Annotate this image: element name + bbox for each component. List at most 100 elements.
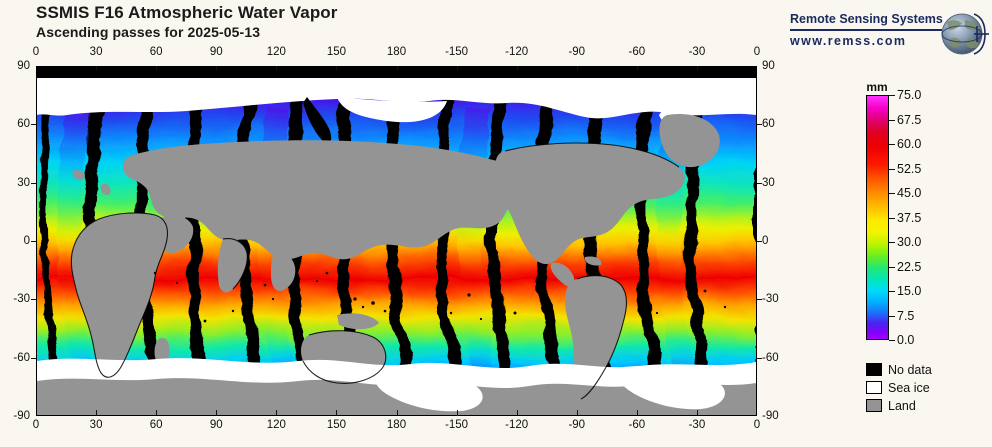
- x-axis-tick: [576, 410, 578, 416]
- x-axis-tick-label-top: 120: [266, 46, 286, 58]
- x-axis-tick: [96, 66, 98, 71]
- colorbar-tick-label: 45.0: [897, 186, 922, 200]
- colorbar-tick: [889, 168, 895, 170]
- x-axis-tick-label-bottom: -150: [445, 419, 469, 431]
- y-axis-tick-label-left: -30: [13, 293, 30, 306]
- x-axis-tick: [336, 410, 338, 416]
- island-speckles: [153, 271, 727, 323]
- y-axis-tick-label-right: -60: [762, 351, 779, 364]
- x-axis-tick: [216, 66, 218, 71]
- colorbar-tick-label: 60.0: [897, 137, 922, 151]
- x-axis-tick: [216, 410, 218, 416]
- x-axis-tick: [396, 66, 398, 71]
- colorbar-tick: [889, 242, 895, 243]
- y-axis-tick: [757, 357, 762, 359]
- y-axis-tick-label-right: 90: [762, 60, 775, 72]
- y-axis-tick-label-right: -30: [762, 293, 779, 306]
- x-axis-tick-label-bottom: 180: [386, 419, 407, 431]
- legend-swatch-sea-ice: [866, 381, 882, 394]
- x-axis-tick: [276, 66, 278, 71]
- logo-company-name: Remote Sensing Systems: [790, 12, 943, 26]
- x-axis-tick-label-top: 0: [32, 46, 40, 58]
- x-axis-tick-label-top: -120: [505, 46, 529, 58]
- x-axis-tick: [696, 66, 698, 71]
- logo-divider: [790, 29, 942, 31]
- x-axis-tick-label-top: 60: [149, 46, 163, 58]
- x-axis-tick-label-bottom: 0: [32, 419, 40, 431]
- y-axis-tick-label-right: -90: [762, 410, 779, 422]
- y-axis-tick-label-left: 0: [23, 235, 30, 247]
- x-axis-tick-label-bottom: 90: [209, 419, 223, 431]
- colorbar-tick-label: 67.5: [897, 112, 922, 127]
- title-block: SSMIS F16 Atmospheric Water Vapor Ascend…: [36, 3, 338, 41]
- water-vapor-map: [37, 67, 756, 415]
- map-legend: No data Sea ice Land: [866, 361, 932, 415]
- x-axis-tick: [156, 410, 158, 416]
- colorbar-tick-label: 75.0: [897, 88, 922, 102]
- y-axis-tick-label-right: 60: [762, 118, 775, 131]
- x-axis-tick: [636, 66, 638, 71]
- y-axis-tick: [757, 241, 762, 242]
- colorbar-tick-label: 15.0: [897, 284, 922, 298]
- y-axis-tick: [31, 182, 36, 184]
- y-axis-tick-label-left: 60: [17, 118, 30, 131]
- colorbar-tick: [889, 291, 895, 292]
- x-axis-tick-label-top: 30: [89, 46, 103, 58]
- legend-label-sea-ice: Sea ice: [888, 380, 930, 395]
- x-axis-tick: [636, 410, 638, 416]
- x-axis-tick-label-bottom: 150: [326, 419, 346, 431]
- page-subtitle: Ascending passes for 2025-05-13: [36, 24, 261, 40]
- sea-ice-antarctic: [37, 358, 756, 412]
- colorbar-tick-label: 37.5: [897, 210, 922, 225]
- x-axis-tick-label-top: -30: [688, 46, 706, 58]
- x-axis-tick: [516, 410, 518, 416]
- y-axis-tick: [757, 299, 762, 301]
- colorbar-tick: [889, 95, 895, 96]
- y-axis-tick: [31, 299, 36, 301]
- y-axis-tick: [31, 357, 36, 359]
- x-axis-tick-label-top: 180: [386, 46, 407, 58]
- colorbar-tick: [889, 217, 895, 219]
- globe-icon: [935, 8, 989, 65]
- y-axis-tick-label-left: 90: [17, 60, 30, 72]
- colorbar-tick-label: 52.5: [897, 161, 922, 176]
- legend-item-sea-ice: Sea ice: [866, 379, 932, 396]
- y-axis-tick: [757, 182, 762, 184]
- y-axis-tick-label-left: -60: [13, 351, 30, 364]
- y-axis-tick: [31, 124, 36, 126]
- x-axis-tick: [456, 410, 458, 416]
- logo-website: www.remss.com: [790, 33, 907, 48]
- x-axis-tick-label-bottom: -30: [688, 419, 706, 431]
- y-axis-tick-label-left: 30: [17, 176, 30, 189]
- remss-logo[interactable]: Remote Sensing Systems www.remss.com: [790, 8, 990, 60]
- legend-item-land: Land: [866, 397, 932, 414]
- colorbar-tick: [889, 119, 895, 121]
- map-plot-area[interactable]: [36, 66, 757, 416]
- x-axis-tick-label-top: -90: [568, 46, 586, 58]
- x-axis-tick: [456, 66, 458, 71]
- x-axis-tick: [336, 66, 338, 71]
- x-axis-tick-label-bottom: -120: [505, 419, 529, 431]
- colorbar-unit-label: mm: [866, 80, 888, 94]
- x-axis-tick-label-bottom: 60: [149, 419, 163, 431]
- y-axis-tick-label-right: 0: [762, 235, 769, 247]
- y-axis-tick: [31, 241, 36, 242]
- x-axis-tick: [96, 410, 98, 416]
- colorbar-tick-label: 22.5: [897, 259, 922, 274]
- y-axis-tick: [757, 124, 762, 126]
- colorbar-tick-label: 0.0: [897, 333, 915, 347]
- x-axis-tick-label-bottom: 120: [266, 419, 286, 431]
- colorbar[interactable]: [866, 95, 889, 340]
- x-axis-tick: [276, 410, 278, 416]
- legend-swatch-land: [866, 399, 882, 412]
- x-axis-tick: [576, 66, 578, 71]
- y-axis-tick-label-left: -90: [13, 410, 30, 422]
- logo-text: Remote Sensing Systems www.remss.com: [790, 12, 943, 48]
- x-axis-tick-label-top: 150: [326, 46, 346, 58]
- x-axis-tick-label-bottom: -90: [568, 419, 586, 431]
- colorbar-tick: [889, 193, 895, 194]
- page-title: SSMIS F16 Atmospheric Water Vapor: [36, 3, 338, 22]
- legend-item-no-data: No data: [866, 361, 932, 378]
- legend-label-no-data: No data: [888, 362, 932, 377]
